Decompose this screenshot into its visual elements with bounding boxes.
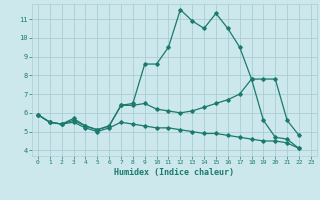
X-axis label: Humidex (Indice chaleur): Humidex (Indice chaleur): [115, 168, 234, 177]
